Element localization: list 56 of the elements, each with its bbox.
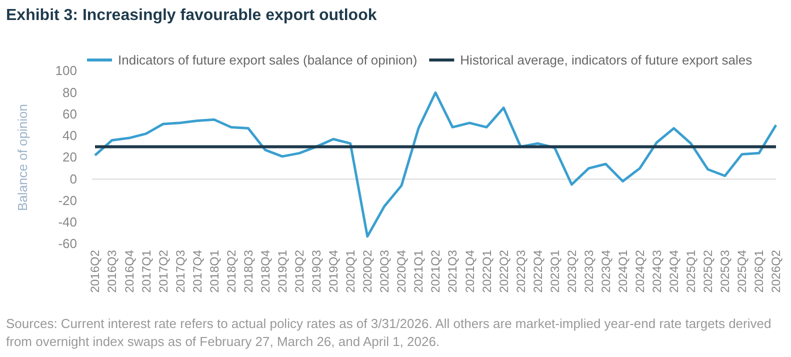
x-tick-label: 2018Q3 <box>241 250 256 293</box>
y-tick-label: -60 <box>58 236 77 252</box>
x-tick-label: 2022Q4 <box>530 250 545 293</box>
x-tick-label: 2025Q2 <box>701 250 716 293</box>
x-tick-label: 2016Q3 <box>105 250 120 293</box>
y-tick-label: 40 <box>62 128 77 144</box>
x-tick-label: 2021Q3 <box>446 250 460 293</box>
x-tick-label: 2022Q1 <box>480 250 494 293</box>
x-tick-label: 2017Q3 <box>173 250 188 293</box>
x-tick-label: 2022Q3 <box>514 250 528 293</box>
line-series <box>94 91 778 238</box>
x-tick-label: 2024Q4 <box>667 250 682 293</box>
legend-label: Indicators of future export sales (balance of opinion) <box>118 52 418 68</box>
y-tick-label: -20 <box>58 192 77 208</box>
x-tick-label: 2024Q2 <box>633 250 647 293</box>
source-note: Sources: Current interest rate refers to actual policy rates as of 3/31/2026. All others are market-implied year-end rate targets derived from overnight index swaps as of February 27, March 26, and April 1, 2026. <box>6 316 772 349</box>
y-tick-label: 100 <box>55 63 77 78</box>
x-tick-label: 2016Q4 <box>122 250 136 293</box>
x-tick-label: 2016Q2 <box>88 250 102 293</box>
x-tick-label: 2019Q2 <box>292 250 306 293</box>
x-tick-label: 2021Q4 <box>462 250 477 293</box>
x-tick-label: 2021Q1 <box>412 250 426 293</box>
x-tick-label: 2017Q1 <box>139 250 154 293</box>
x-tick-label: 2018Q4 <box>258 250 272 293</box>
y-tick-label: 20 <box>62 150 77 165</box>
x-tick-label: 2020Q1 <box>344 250 358 293</box>
x-tick-label: 2018Q2 <box>224 250 238 293</box>
x-tick-label: 2025Q4 <box>735 250 750 293</box>
y-tick-label: 0 <box>70 171 77 186</box>
chart-title: Exhibit 3: Increasingly favourable export outlook <box>6 7 377 24</box>
x-tick-label: 2020Q3 <box>378 250 392 293</box>
x-tick-label: 2023Q4 <box>598 250 613 293</box>
x-tick-label: 2024Q1 <box>616 250 630 293</box>
x-tick-label: 2017Q4 <box>190 250 204 293</box>
y-axis-title: Balance of opinion <box>15 104 30 211</box>
x-tick-label: 2026Q2 <box>769 250 784 293</box>
x-tick-label: 2019Q4 <box>326 250 341 293</box>
x-tick-label: 2026Q1 <box>752 250 766 293</box>
x-tick-label: 2017Q2 <box>156 250 170 293</box>
y-tick-label: 80 <box>62 84 77 100</box>
x-tick-label: 2021Q2 <box>428 250 443 293</box>
x-tick-label: 2025Q3 <box>718 250 732 293</box>
x-tick-label: 2020Q4 <box>394 250 409 293</box>
x-tick-label: 2020Q2 <box>360 250 375 293</box>
x-tick-label: 2019Q1 <box>275 250 290 293</box>
x-tick-label: 2024Q3 <box>650 250 664 293</box>
x-tick-label: 2025Q1 <box>684 250 698 293</box>
x-tick-label: 2023Q1 <box>548 250 562 293</box>
x-tick-label: 2018Q1 <box>207 250 222 293</box>
x-tick-label: 2022Q2 <box>496 250 511 293</box>
legend-label: Historical average, indicators of future export sales <box>460 52 753 68</box>
y-tick-label: 60 <box>62 106 77 122</box>
x-tick-label: 2019Q3 <box>310 250 324 293</box>
x-tick-label: 2023Q2 <box>564 250 579 293</box>
y-tick-label: -40 <box>58 214 77 230</box>
x-tick-label: 2023Q3 <box>582 250 596 293</box>
